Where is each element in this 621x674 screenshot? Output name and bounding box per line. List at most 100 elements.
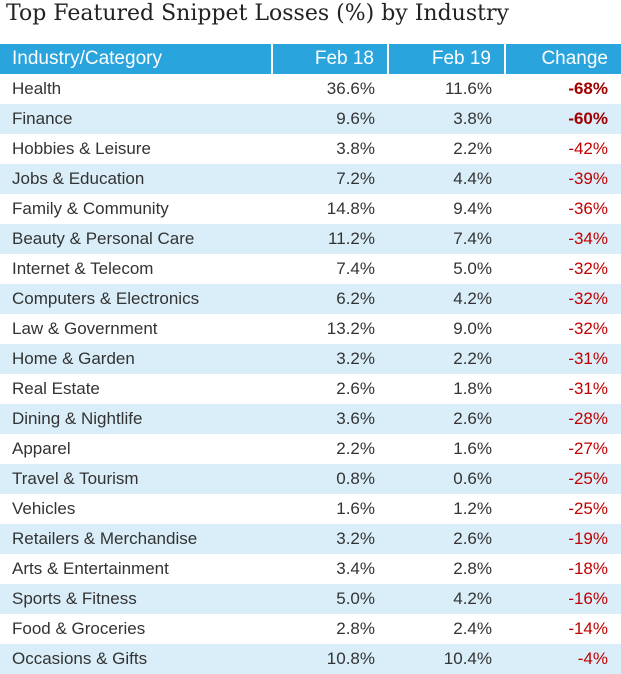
industry-cell: Apparel — [12, 439, 71, 458]
industry-cell: Sports & Fitness — [0, 584, 272, 614]
industry-cell: Finance — [0, 104, 272, 134]
change-cell: -14% — [568, 619, 608, 638]
column-header: Feb 18 — [271, 44, 388, 74]
industry-cell: Vehicles — [12, 499, 76, 518]
feb-18-cell: 1.6% — [336, 499, 375, 518]
table-row: Health 36.6% 11.6% -68% — [0, 74, 621, 104]
feb-19-cell: 2.6% — [388, 404, 505, 434]
industry-cell: Retailers & Merchandise — [0, 524, 272, 554]
feb-18-cell: 14.8% — [326, 199, 375, 218]
feb-18-cell: 3.8% — [336, 139, 375, 158]
feb-19-cell: 2.4% — [453, 619, 492, 638]
table-row: Vehicles 1.6% 1.2% -25% — [0, 494, 621, 524]
table-row: Dining & Nightlife 3.6% 2.6% -28% — [0, 404, 621, 434]
feb-19-cell: 1.2% — [453, 499, 492, 518]
table-body: Health 36.6% 11.6% -68% Finance 9.6% 3.8% -60% H… — [0, 74, 621, 674]
change-cell: -31% — [505, 344, 621, 374]
feb-18-cell: 5.0% — [272, 584, 388, 614]
table-row: Apparel 2.2% 1.6% -27% — [0, 434, 621, 464]
industry-cell: Health — [12, 79, 62, 98]
feb-19-cell: 4.2% — [388, 284, 505, 314]
industry-cell: Food & Groceries — [12, 619, 146, 638]
change-cell: -19% — [505, 524, 621, 554]
feb-18-cell: 0.8% — [272, 464, 388, 494]
table-row: Beauty & Personal Care 11.2% 7.4% -34% — [0, 224, 621, 254]
change-cell: -25% — [568, 499, 608, 518]
feb-19-cell: 3.8% — [388, 104, 505, 134]
feb-19-cell: 10.4% — [388, 644, 505, 674]
feb-18-cell: 2.2% — [336, 439, 375, 458]
feb-19-cell: 2.8% — [453, 559, 492, 578]
change-cell: -28% — [505, 404, 621, 434]
change-cell: -68% — [568, 79, 608, 98]
industry-cell: Beauty & Personal Care — [0, 224, 272, 254]
feb-19-cell: 2.2% — [388, 344, 505, 374]
industry-cell: Dining & Nightlife — [0, 404, 272, 434]
industry-cell: Family & Community — [12, 199, 169, 218]
change-cell: -4% — [505, 644, 621, 674]
feb-19-cell: 1.6% — [453, 439, 492, 458]
change-cell: -18% — [568, 559, 608, 578]
feb-18-cell: 3.6% — [272, 404, 388, 434]
industry-cell: Real Estate — [12, 379, 100, 398]
table-row: Jobs & Education 7.2% 4.4% -39% — [0, 164, 621, 194]
feb-18-cell: 2.8% — [336, 619, 375, 638]
column-header: Feb 19 — [387, 44, 505, 74]
industry-cell: Internet & Telecom — [12, 259, 154, 278]
feb-18-cell: 3.2% — [272, 524, 388, 554]
title: Top Featured Snippet Losses (%) by Indus… — [6, 1, 509, 26]
feb-19-cell: 9.0% — [453, 319, 492, 338]
feb-18-cell: 7.4% — [336, 259, 375, 278]
feb-19-cell: 7.4% — [388, 224, 505, 254]
table-row: Home & Garden 3.2% 2.2% -31% — [0, 344, 621, 374]
feb-19-cell: 2.2% — [453, 139, 492, 158]
table-row: Law & Government 13.2% 9.0% -32% — [0, 314, 621, 344]
feb-18-cell: 7.2% — [272, 164, 388, 194]
table-row: Computers & Electronics 6.2% 4.2% -32% — [0, 284, 621, 314]
feb-18-cell: 13.2% — [326, 319, 375, 338]
feb-18-cell: 2.6% — [336, 379, 375, 398]
table-row: Internet & Telecom 7.4% 5.0% -32% — [0, 254, 621, 284]
change-cell: -16% — [505, 584, 621, 614]
feb-19-cell: 1.8% — [453, 379, 492, 398]
feb-19-cell: 4.4% — [388, 164, 505, 194]
table-row: Hobbies & Leisure 3.8% 2.2% -42% — [0, 134, 621, 164]
change-cell: -36% — [568, 199, 608, 218]
change-cell: -34% — [505, 224, 621, 254]
column-header: Industry/Category — [0, 44, 272, 74]
table-row: Retailers & Merchandise 3.2% 2.6% -19% — [0, 524, 621, 554]
table-row: Finance 9.6% 3.8% -60% — [0, 104, 621, 134]
industry-cell: Law & Government — [12, 319, 158, 338]
industry-cell: Computers & Electronics — [0, 284, 272, 314]
table-row: Real Estate 2.6% 1.8% -31% — [0, 374, 621, 404]
change-cell: -32% — [568, 259, 608, 278]
feb-18-cell: 3.2% — [272, 344, 388, 374]
feb-18-cell: 6.2% — [272, 284, 388, 314]
change-cell: -32% — [505, 284, 621, 314]
industry-cell: Home & Garden — [0, 344, 272, 374]
table-row: Family & Community 14.8% 9.4% -36% — [0, 194, 621, 224]
table-row: Food & Groceries 2.8% 2.4% -14% — [0, 614, 621, 644]
feb-18-cell: 11.2% — [272, 224, 388, 254]
change-cell: -25% — [505, 464, 621, 494]
feb-18-cell: 3.4% — [336, 559, 375, 578]
industry-cell: Occasions & Gifts — [0, 644, 272, 674]
feb-19-cell: 9.4% — [453, 199, 492, 218]
change-cell: -42% — [568, 139, 608, 158]
feb-19-cell: 0.6% — [388, 464, 505, 494]
column-header: Change — [504, 44, 621, 74]
industry-cell: Hobbies & Leisure — [12, 139, 151, 158]
feb-18-cell: 10.8% — [272, 644, 388, 674]
change-cell: -31% — [568, 379, 608, 398]
change-cell: -32% — [568, 319, 608, 338]
feb-18-cell: 9.6% — [272, 104, 388, 134]
feb-19-cell: 11.6% — [445, 79, 492, 98]
table-row: Sports & Fitness 5.0% 4.2% -16% — [0, 584, 621, 614]
industry-cell: Jobs & Education — [0, 164, 272, 194]
table: Industry/Category Feb 18 Feb 19 Change Heal… — [0, 44, 621, 674]
feb-19-cell: 2.6% — [388, 524, 505, 554]
table-row: Travel & Tourism 0.8% 0.6% -25% — [0, 464, 621, 494]
table-row: Occasions & Gifts 10.8% 10.4% -4% — [0, 644, 621, 674]
industry-cell: Arts & Entertainment — [12, 559, 169, 578]
